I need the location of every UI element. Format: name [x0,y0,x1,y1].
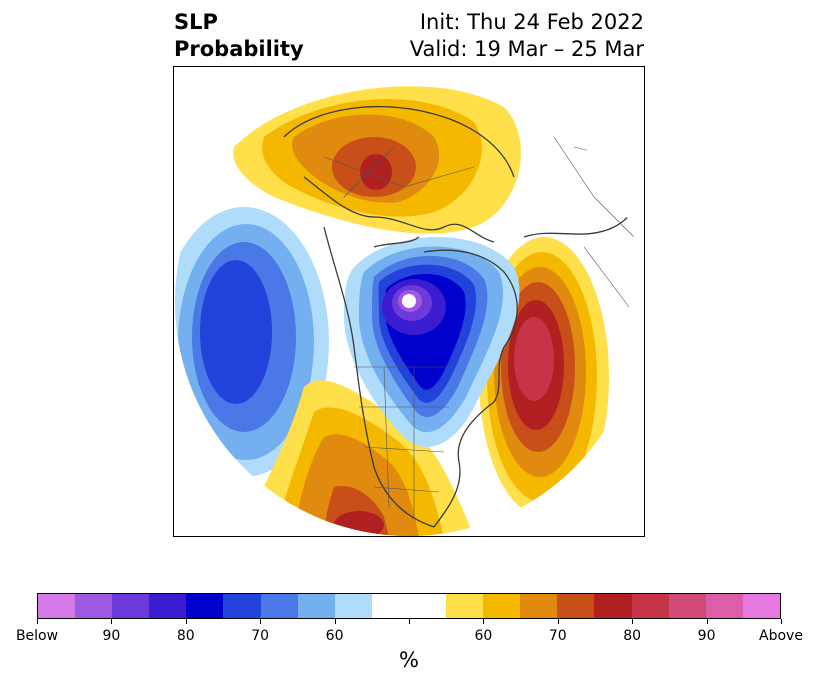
title-product: Probability [174,37,304,61]
title-right: Init: Thu 24 Feb 2022 Valid: 19 Mar – 25… [410,9,644,63]
colorbar-segment-18 [705,594,743,618]
colorbar-tick-label: Below [15,628,59,644]
colorbar-tickmark [706,619,708,624]
colorbar-tick-label: 80 [176,628,195,644]
colorbar-segment-19 [742,594,780,618]
colorbar-segment-8 [334,594,372,618]
colorbar-segment-9 [371,594,409,618]
colorbar-tickmark [334,619,336,624]
colorbar-tickmark [260,619,262,624]
colorbar-tick-label: 70 [548,628,567,644]
political-borders [323,136,635,517]
colorbar-tickmark [37,619,38,624]
colorbar-tickmark [111,619,113,624]
colorbar-tickmark [483,619,485,624]
valid-range: Valid: 19 Mar – 25 Mar [409,37,644,61]
colorbar-segment-6 [260,594,298,618]
colorbar-tickmark [409,619,410,624]
colorbar-segment-4 [186,594,224,618]
colorbar-segment-16 [631,594,669,618]
colorbar-segment-10 [408,594,447,618]
colorbar-tickmark [781,619,782,624]
colorbar-segment-17 [668,594,706,618]
colorbar [37,593,781,619]
map-panel [173,66,645,537]
colorbar-tick-label: 80 [623,628,642,644]
colorbar-tick-label: 90 [697,628,716,644]
colorbar-segment-1 [75,594,113,618]
colorbar-segment-11 [446,594,484,618]
init-date: Init: Thu 24 Feb 2022 [419,10,644,34]
title-variable: SLP [174,10,218,34]
colorbar-tick-label: Above [759,628,803,644]
colorbar-tick-label: 70 [251,628,270,644]
colorbar-segment-0 [38,594,76,618]
pacific-low-region [175,207,329,477]
colorbar-tickmark [632,619,634,624]
colorbar-segment-3 [149,594,187,618]
colorbar-segment-5 [223,594,261,618]
probability-map [175,68,643,536]
colorbar-units: % [399,648,419,672]
colorbar-tick-label: 90 [102,628,121,644]
title-left: SLP Probability [174,9,304,63]
colorbar-segment-7 [297,594,335,618]
north-america-high-region [244,380,474,536]
colorbar-segment-2 [112,594,150,618]
colorbar-segment-12 [483,594,521,618]
colorbar-tick-label: 60 [325,628,344,644]
colorbar-tickmark [185,619,187,624]
colorbar-tickmark [557,619,559,624]
colorbar-segment-15 [594,594,632,618]
colorbar-segment-14 [557,594,595,618]
atlantic-high-region [479,237,609,517]
colorbar-segment-13 [520,594,558,618]
arctic-low-region [344,237,520,447]
colorbar-tick-label: 60 [474,628,493,644]
